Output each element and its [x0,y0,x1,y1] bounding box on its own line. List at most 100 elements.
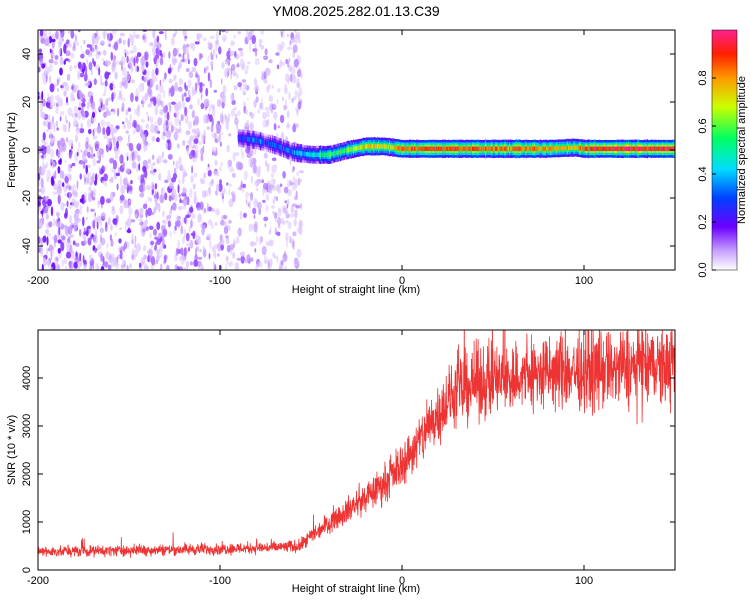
noise-cell [253,214,256,219]
noise-cell [239,87,243,91]
noise-cell [43,258,47,267]
noise-cell [119,81,123,89]
noise-cell [227,112,231,118]
signal-cell [261,139,263,144]
noise-cell [276,64,280,70]
noise-cell [88,254,93,261]
noise-cell [216,253,220,257]
signal-cell [312,152,314,157]
signal-cell [546,146,548,151]
noise-cell [70,30,75,39]
signal-cell [661,146,664,152]
noise-cell [169,121,173,127]
noise-cell [114,71,118,80]
noise-cell [197,213,202,224]
signal-cell [239,136,241,141]
noise-cell [206,126,210,130]
signal-cell [639,146,641,151]
noise-cell [76,222,79,229]
noise-cell [154,105,159,116]
noise-cell [167,170,171,175]
noise-cell [80,106,84,116]
signal-cell [564,145,567,151]
signal-cell [458,146,461,152]
noise-cell [72,184,76,191]
signal-cell [346,148,348,153]
noise-cell [156,202,160,208]
noise-cell [258,38,263,44]
noise-cell [207,163,210,168]
noise-cell [235,73,239,79]
noise-cell [264,106,270,111]
noise-cell [70,234,75,238]
signal-cell [636,146,639,152]
signal-cell [398,146,401,151]
signal-cell [510,146,512,152]
noise-cell [43,164,47,169]
signal-cell [613,146,616,151]
noise-cell [149,197,152,203]
noise-cell [224,116,230,123]
signal-cell [429,146,431,151]
noise-cell [166,139,171,144]
signal-cell [491,146,493,152]
noise-cell [49,48,52,53]
noise-cell [200,177,204,182]
noise-cell [191,146,193,150]
noise-cell [58,226,61,236]
noise-cell [156,238,162,246]
noise-cell [185,214,191,219]
noise-cell [78,107,81,111]
noise-cell [150,256,156,266]
signal-cell [455,146,457,151]
noise-cell [102,104,106,111]
signal-cell [260,139,262,144]
y-tick-label: 0 [21,147,33,153]
noise-cell [84,176,86,186]
noise-cell [182,236,185,245]
noise-cell [109,234,113,242]
signal-cell [504,146,507,152]
noise-cell [254,179,260,187]
noise-cell [229,50,235,57]
noise-cell [254,241,257,246]
noise-cell [68,121,71,129]
noise-cell [161,237,165,248]
signal-cell [631,146,633,152]
signal-cell [325,152,328,157]
noise-cell [92,265,95,269]
noise-cell [192,230,196,240]
noise-cell [49,63,53,72]
noise-cell [216,171,220,177]
signal-cell [583,146,585,151]
noise-cell [115,172,121,177]
signal-cell [515,146,518,152]
noise-cell [49,75,51,85]
noise-cell [228,183,233,187]
noise-cell [271,84,275,89]
noise-cell [131,79,136,84]
noise-cell [293,96,297,101]
noise-cell [83,72,88,82]
signal-cell [655,146,657,151]
noise-cell [250,113,255,118]
noise-cell [262,182,269,190]
noise-cell [182,168,186,178]
noise-cell [174,58,178,63]
signal-cell [582,146,584,151]
noise-cell [94,140,100,149]
noise-cell [60,30,65,38]
noise-cell [211,107,216,117]
noise-cell [231,172,236,178]
noise-cell [233,85,238,91]
noise-cell [291,169,294,173]
noise-cell [105,121,111,127]
signal-cell [418,146,420,151]
signal-cell [503,146,506,152]
noise-cell [83,149,89,157]
noise-cell [255,96,259,103]
noise-cell [61,235,66,241]
noise-cell [223,226,229,235]
noise-cell [126,156,129,161]
noise-cell [108,178,113,183]
